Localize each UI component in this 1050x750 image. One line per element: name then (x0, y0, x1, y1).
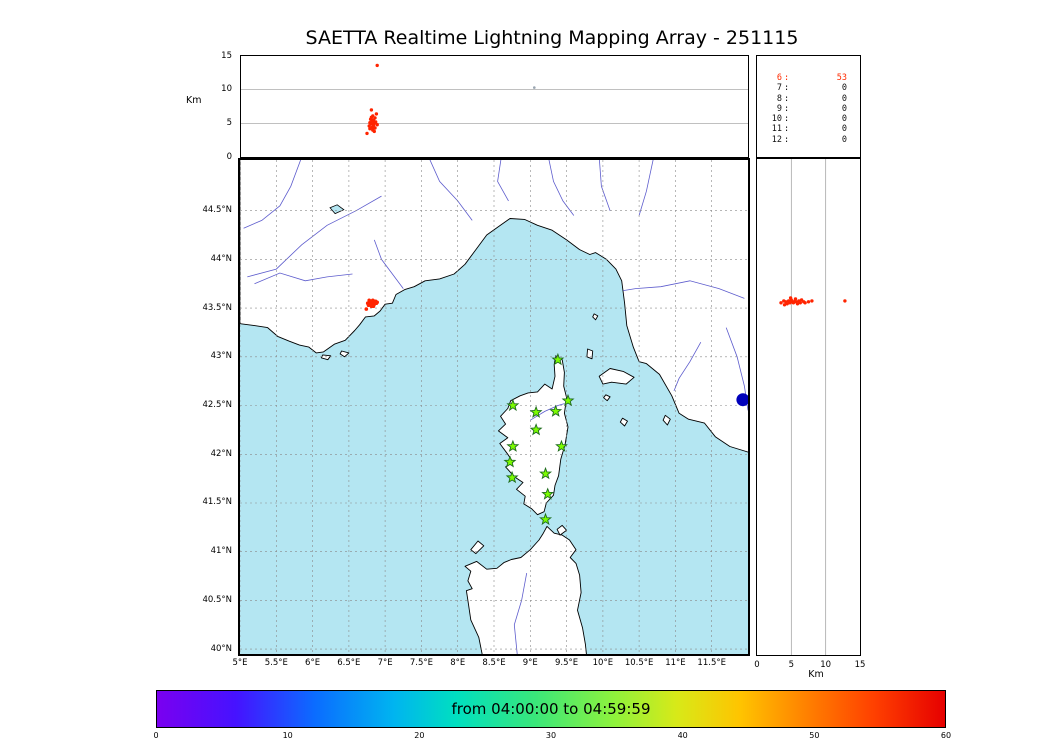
map-lat-tick: 44.5°N (202, 205, 232, 216)
station-star (555, 439, 568, 452)
altitude-longitude-panel (240, 55, 749, 158)
colorbar-tick: 60 (940, 731, 952, 740)
map-plot (240, 160, 748, 654)
colorbar-tick: 40 (677, 731, 688, 740)
map-gridlines (240, 160, 748, 654)
alt-lon-gridlines (241, 89, 748, 124)
map-lon-tick: 5.5°E (264, 658, 288, 668)
lakes (329, 204, 345, 215)
alt-axis-tick: 5 (226, 117, 232, 128)
station-star (539, 512, 553, 526)
map-lon-tick: 6.5°E (337, 658, 361, 668)
altitude-latitude-panel (756, 158, 861, 656)
alt-axis-tick-bottom: 0 (754, 660, 760, 670)
station-count-row: 8:0 (776, 93, 847, 104)
map-lon-tick: 10.5°E (624, 658, 654, 668)
landmasses (240, 160, 748, 654)
map-lon-tick: 8.5°E (482, 658, 506, 668)
station-star (561, 393, 575, 407)
station-star (541, 487, 555, 500)
station-star (506, 398, 520, 412)
figure-title: SAETTA Realtime Lightning Mapping Array … (305, 27, 799, 49)
map-lon-tick: 11°E (665, 658, 686, 668)
map-panel (238, 158, 750, 656)
station-counts-panel: 6:53 7:0 8:0 9:0 10:0 11:0 12:0 (756, 55, 861, 158)
time-colorbar: from 04:00:00 to 04:59:59 (156, 690, 946, 728)
alt-lat-plot (779, 159, 847, 655)
station-count-row: 6:53 (776, 73, 847, 83)
station-count-row: 10:0 (771, 114, 847, 125)
map-lon-tick: 6°E (305, 658, 321, 668)
map-lat-tick: 41.5°N (202, 497, 232, 508)
blue-marker (736, 393, 748, 407)
map-lat-tick: 42.5°N (202, 400, 232, 411)
colorbar-tick: 10 (282, 731, 293, 740)
map-lon-tick: 10°E (592, 658, 614, 668)
map-lon-tick: 7°E (377, 658, 393, 668)
alt-lat-gridlines (790, 159, 827, 655)
map-lat-tick: 43°N (210, 351, 232, 362)
map-lon-tick: 9.5°E (554, 658, 579, 668)
colorbar-tick: 20 (414, 731, 425, 740)
lightning-sources (364, 298, 379, 311)
altitude-axis-label-bottom: Km (808, 669, 824, 680)
alt-lon-sources (365, 63, 536, 136)
colorbar-label: from 04:00:00 to 04:59:59 (451, 700, 651, 718)
station-count-row: 7:0 (776, 83, 847, 94)
map-lat-tick: 43.5°N (202, 302, 232, 313)
alt-axis-tick-bottom: 5 (788, 660, 795, 670)
colorbar-tick: 0 (153, 731, 159, 740)
map-lon-tick: 11.5°E (697, 658, 726, 668)
alt-axis-tick: 15 (221, 50, 232, 61)
station-star (549, 404, 563, 417)
map-lat-tick: 42°N (210, 448, 232, 459)
station-star (503, 455, 517, 468)
map-lat-tick: 40°N (210, 643, 232, 654)
alt-axis-tick-bottom: 15 (854, 660, 866, 670)
station-count-row: 9:0 (776, 103, 847, 114)
map-lat-tick: 44°N (210, 253, 232, 264)
station-star (505, 470, 519, 484)
map-lon-tick: 7.5°E (409, 658, 433, 668)
altitude-axis-label: Km (186, 95, 202, 106)
map-lon-tick: 8°E (450, 658, 466, 668)
alt-axis-tick: 0 (226, 151, 232, 162)
alt-lat-sources (779, 296, 847, 307)
alt-axis-tick-bottom: 10 (820, 660, 832, 670)
alt-lon-plot (241, 63, 748, 136)
colorbar-tick: 50 (809, 731, 820, 740)
station-star (529, 423, 543, 436)
alt-axis-tick: 10 (221, 84, 232, 95)
station-star (529, 405, 543, 418)
map-lat-tick: 41°N (210, 546, 232, 557)
station-counts-list: 6:53 7:0 8:0 9:0 10:0 11:0 12:0 (767, 73, 847, 145)
station-star (506, 439, 520, 452)
station-count-row: 11:0 (771, 124, 847, 135)
lma-stations (503, 352, 575, 526)
station-count-row: 12:0 (771, 134, 847, 145)
map-lon-tick: 9°E (522, 658, 538, 668)
station-star (539, 466, 553, 480)
colorbar-tick: 30 (545, 731, 557, 740)
station-star (551, 352, 565, 366)
map-lon-tick: 5°E (232, 658, 248, 668)
map-lat-tick: 40.5°N (202, 594, 232, 605)
